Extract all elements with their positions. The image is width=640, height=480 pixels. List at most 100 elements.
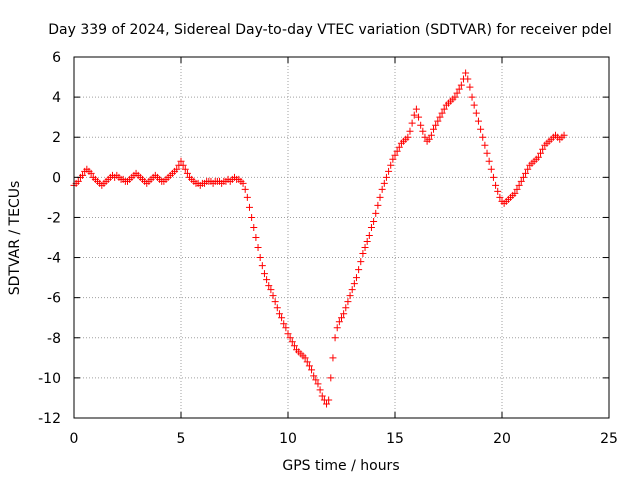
data-point [260,270,268,278]
data-point [470,101,478,109]
data-point [308,366,316,374]
data-point [265,282,273,290]
data-point [335,318,343,326]
data-point [301,354,309,362]
data-point [515,181,523,189]
data-point [359,250,367,258]
data-point [438,109,446,117]
data-point [378,185,386,193]
data-point [519,173,527,181]
data-point [560,131,568,139]
data-point [275,310,283,318]
y-tick-label: -2 [47,210,61,226]
data-point [239,179,247,187]
data-point [492,181,500,189]
data-point [481,141,489,149]
data-point [479,133,487,141]
data-point [79,171,87,179]
data-point [451,93,459,101]
data-point [350,280,358,288]
data-point [417,121,425,129]
data-point [374,201,382,209]
data-point [329,354,337,362]
data-point [427,131,435,139]
data-point [496,193,504,201]
data-point [323,400,331,408]
data-point [412,105,420,113]
data-point [462,69,470,77]
data-point [421,133,429,141]
x-tick-label: 10 [279,431,297,447]
data-point [267,286,275,294]
data-point [395,143,403,151]
data-point [252,234,260,241]
data-point [273,304,281,312]
axis-ticks: 0 5 10 15 20 25 -12 -10 -8 -6 -4 -2 0 2 4 6 [38,50,618,447]
data-point [288,338,296,346]
data-point [391,151,399,159]
data-point [430,125,438,133]
data-point [338,314,345,322]
data-point [179,161,187,169]
data-point [494,187,502,195]
data-point [457,81,465,89]
data-point [404,133,412,141]
grid-lines [74,57,609,418]
data-point [248,213,256,221]
data-point [372,209,380,217]
data-point [440,105,448,113]
data-series [70,69,568,408]
data-point [290,342,298,350]
x-tick-label: 25 [600,431,618,447]
data-point [325,396,333,404]
data-point [385,167,393,175]
data-point [455,85,463,93]
data-point [271,298,279,306]
data-point [318,392,326,400]
data-point [305,362,313,370]
x-tick-label: 0 [70,431,79,447]
data-point [511,189,519,197]
data-point [393,147,401,155]
data-point [361,244,369,252]
y-tick-label: -4 [47,251,61,267]
data-point [389,155,397,163]
data-point [245,203,253,211]
data-point [485,157,493,165]
data-point [269,292,277,300]
data-point [453,89,461,97]
data-point [472,109,480,117]
data-point [517,177,525,185]
x-axis-label: GPS time / hours [282,458,399,474]
data-point [312,376,320,384]
data-point [410,111,418,119]
data-point [537,149,545,157]
data-point [380,179,388,187]
y-tick-label: 4 [52,90,61,106]
data-point [376,193,384,201]
y-tick-label: -10 [38,371,61,387]
data-point [284,330,292,338]
data-point [534,153,542,161]
y-tick-label: -6 [47,291,61,307]
data-point [363,238,371,246]
data-point [173,165,181,173]
data-point [468,93,476,101]
data-point [539,145,547,153]
data-point [177,157,185,165]
plot-frame [73,56,610,419]
x-tick-label: 5 [177,431,186,447]
data-point [355,266,363,274]
data-point [425,135,433,143]
chart-title: Day 339 of 2024, Sidereal Day-to-day VTE… [48,22,612,38]
data-point [250,223,258,231]
data-point [331,334,339,342]
data-point [432,121,440,129]
data-point [487,165,495,173]
data-point [282,324,290,332]
data-point [419,127,427,135]
data-point [348,286,356,294]
data-point [87,169,95,177]
data-point [406,127,414,135]
